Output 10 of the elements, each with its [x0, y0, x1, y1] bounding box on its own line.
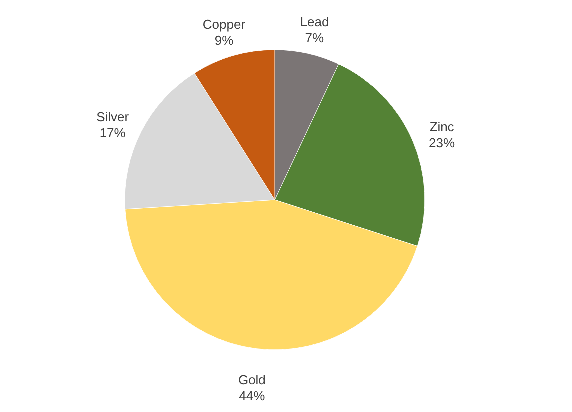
data-label: 7%	[305, 30, 325, 46]
slice-label: Zinc	[430, 120, 455, 135]
slice-label: Gold	[238, 372, 266, 388]
data-label: 9%	[214, 33, 234, 48]
slice-label: Silver	[96, 109, 130, 124]
data-label: 17%	[100, 125, 126, 140]
slice-label: Lead	[300, 14, 330, 30]
data-label: 44%	[239, 388, 266, 404]
slice-label: Copper	[202, 17, 246, 32]
data-label: 23%	[429, 136, 456, 151]
